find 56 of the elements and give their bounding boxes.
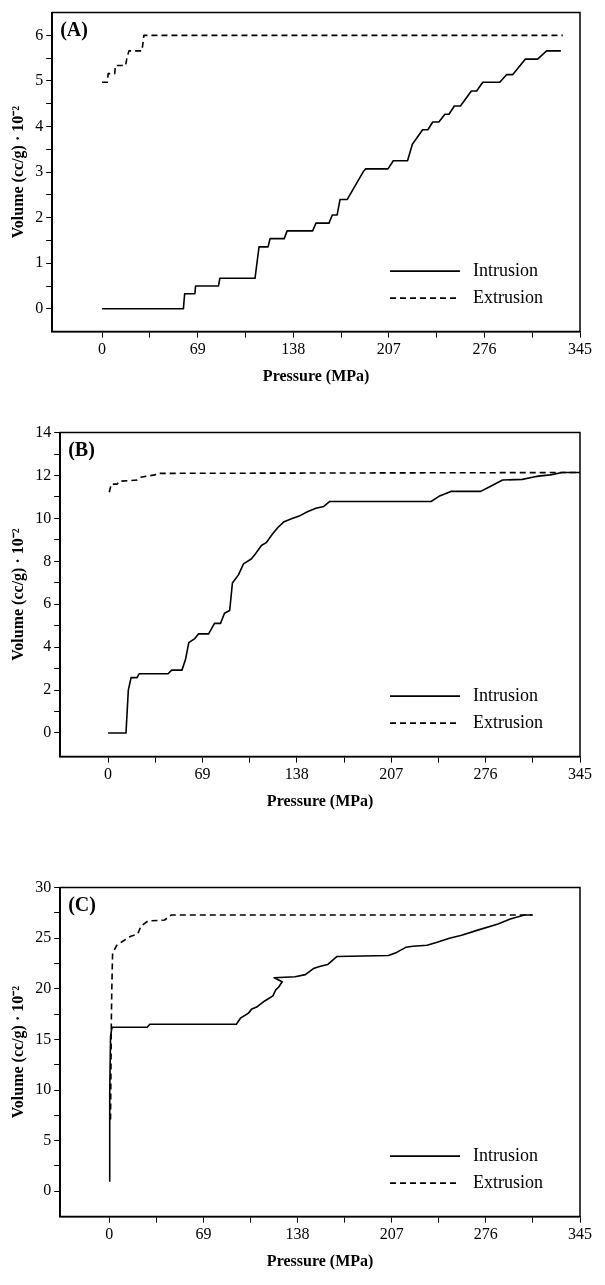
y-axis-title: Volume (cc/g) · 10⁻² <box>8 985 27 1119</box>
x-tick-label: 207 <box>376 340 401 358</box>
x-tick-label: 276 <box>473 1225 498 1243</box>
x-tick-label: 276 <box>472 340 497 358</box>
legend-label: Intrusion <box>473 684 538 705</box>
x-tick-label: 0 <box>98 340 107 358</box>
y-tick-label: 5 <box>43 1130 52 1148</box>
y-tick-label: 0 <box>43 723 52 741</box>
x-tick-label: 138 <box>281 340 306 358</box>
y-tick-label: 4 <box>43 637 52 655</box>
y-tick-label: 20 <box>35 979 52 997</box>
y-tick-label: 10 <box>35 1080 52 1098</box>
x-axis-title: Pressure (MPa) <box>266 791 374 810</box>
y-axis-title: Volume (cc/g) · 10⁻² <box>8 105 27 239</box>
x-tick-label: 69 <box>189 340 206 358</box>
y-tick-label: 14 <box>35 422 52 440</box>
y-tick-label: 10 <box>35 508 52 526</box>
legend-label: Intrusion <box>473 259 538 280</box>
y-tick-label: 30 <box>35 877 52 895</box>
legend-label: Extrusion <box>473 711 543 732</box>
x-axis-title: Pressure (MPa) <box>266 1251 374 1270</box>
y-tick-label: 6 <box>35 25 44 43</box>
legend-label: Extrusion <box>473 286 543 307</box>
x-tick-label: 345 <box>568 765 592 783</box>
legend-label: Intrusion <box>473 1144 538 1165</box>
y-tick-label: 12 <box>35 465 52 483</box>
x-tick-label: 345 <box>568 340 592 358</box>
y-tick-label: 0 <box>43 1181 52 1199</box>
y-tick-label: 5 <box>35 71 44 89</box>
y-tick-label: 6 <box>43 594 52 612</box>
x-tick-label: 69 <box>195 1225 212 1243</box>
chart-title: (C) <box>68 892 96 916</box>
y-tick-label: 25 <box>35 928 52 946</box>
y-tick-label: 4 <box>35 116 44 134</box>
y-tick-label: 2 <box>43 680 52 698</box>
x-axis-title: Pressure (MPa) <box>262 366 370 385</box>
legend-label: Extrusion <box>473 1171 543 1192</box>
y-tick-label: 8 <box>43 551 52 569</box>
y-tick-label: 15 <box>35 1029 52 1047</box>
chart-title: (A) <box>60 17 88 41</box>
x-tick-label: 0 <box>105 1225 114 1243</box>
x-tick-label: 276 <box>473 765 498 783</box>
x-tick-label: 207 <box>379 1225 404 1243</box>
y-tick-label: 0 <box>35 299 44 317</box>
x-tick-label: 138 <box>284 765 309 783</box>
x-tick-label: 138 <box>285 1225 310 1243</box>
x-tick-label: 345 <box>568 1225 592 1243</box>
y-tick-label: 1 <box>35 253 44 271</box>
x-tick-label: 207 <box>379 765 404 783</box>
x-tick-label: 0 <box>104 765 113 783</box>
y-tick-label: 3 <box>35 162 44 180</box>
chart-title: (B) <box>68 437 95 461</box>
line-series <box>101 34 564 84</box>
x-tick-label: 69 <box>194 765 211 783</box>
y-axis-title: Volume (cc/g) · 10⁻² <box>8 528 27 661</box>
y-tick-label: 2 <box>35 207 44 225</box>
